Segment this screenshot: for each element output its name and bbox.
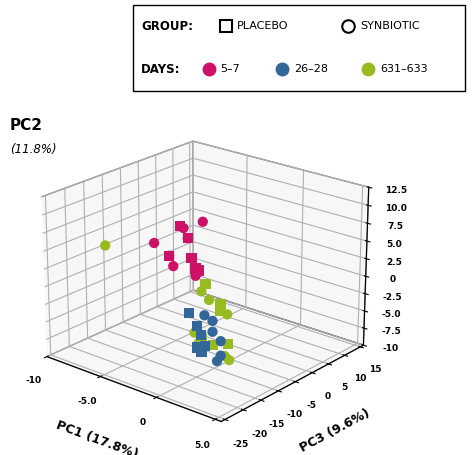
Text: SYNBIOTIC: SYNBIOTIC <box>360 21 419 31</box>
Text: 5–7: 5–7 <box>220 65 240 74</box>
Text: PC2: PC2 <box>10 118 43 133</box>
Text: PLACEBO: PLACEBO <box>237 21 289 31</box>
X-axis label: PC1 (17.8%): PC1 (17.8%) <box>54 419 140 455</box>
Text: (11.8%): (11.8%) <box>10 143 56 156</box>
Text: DAYS:: DAYS: <box>141 63 181 76</box>
Text: 26–28: 26–28 <box>293 65 328 74</box>
Text: 631–633: 631–633 <box>380 65 428 74</box>
Y-axis label: PC3 (9.6%): PC3 (9.6%) <box>298 406 373 455</box>
FancyBboxPatch shape <box>133 5 465 91</box>
Text: GROUP:: GROUP: <box>141 20 193 33</box>
